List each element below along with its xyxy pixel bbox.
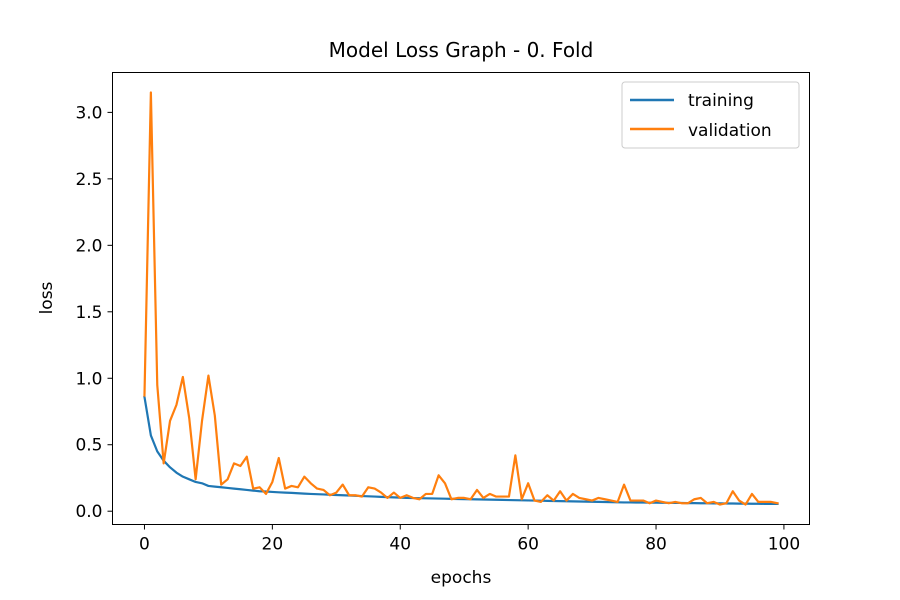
y-tick-label: 1.0 — [75, 369, 102, 389]
x-axis-label: epochs — [431, 568, 492, 588]
y-tick-label: 0.0 — [75, 502, 102, 522]
x-tick-label: 60 — [517, 535, 539, 555]
x-tick-label: 0 — [139, 535, 150, 555]
x-tick-label: 40 — [389, 535, 411, 555]
legend: training validation — [622, 82, 799, 148]
y-tick-label: 2.5 — [75, 170, 102, 190]
legend-label-validation: validation — [688, 121, 772, 141]
x-tick-label: 20 — [262, 535, 284, 555]
x-tick-label: 100 — [768, 535, 800, 555]
y-axis-label: loss — [37, 281, 57, 314]
y-tick-label: 0.5 — [75, 436, 102, 456]
series-line-training — [144, 397, 777, 504]
chart-title: Model Loss Graph - 0. Fold — [329, 38, 594, 62]
y-axis: 0.0 0.5 1.0 1.5 2.0 2.5 3.0 — [75, 103, 112, 522]
y-tick-label: 2.0 — [75, 236, 102, 256]
legend-label-training: training — [688, 91, 754, 111]
series-layer — [144, 92, 777, 504]
x-tick-label: 80 — [645, 535, 667, 555]
loss-chart: Model Loss Graph - 0. Fold 0 20 40 60 80 100 … — [0, 0, 900, 600]
y-tick-label: 1.5 — [75, 303, 102, 323]
x-axis: 0 20 40 60 80 100 — [139, 525, 800, 555]
series-line-validation — [144, 92, 777, 504]
y-tick-label: 3.0 — [75, 103, 102, 123]
